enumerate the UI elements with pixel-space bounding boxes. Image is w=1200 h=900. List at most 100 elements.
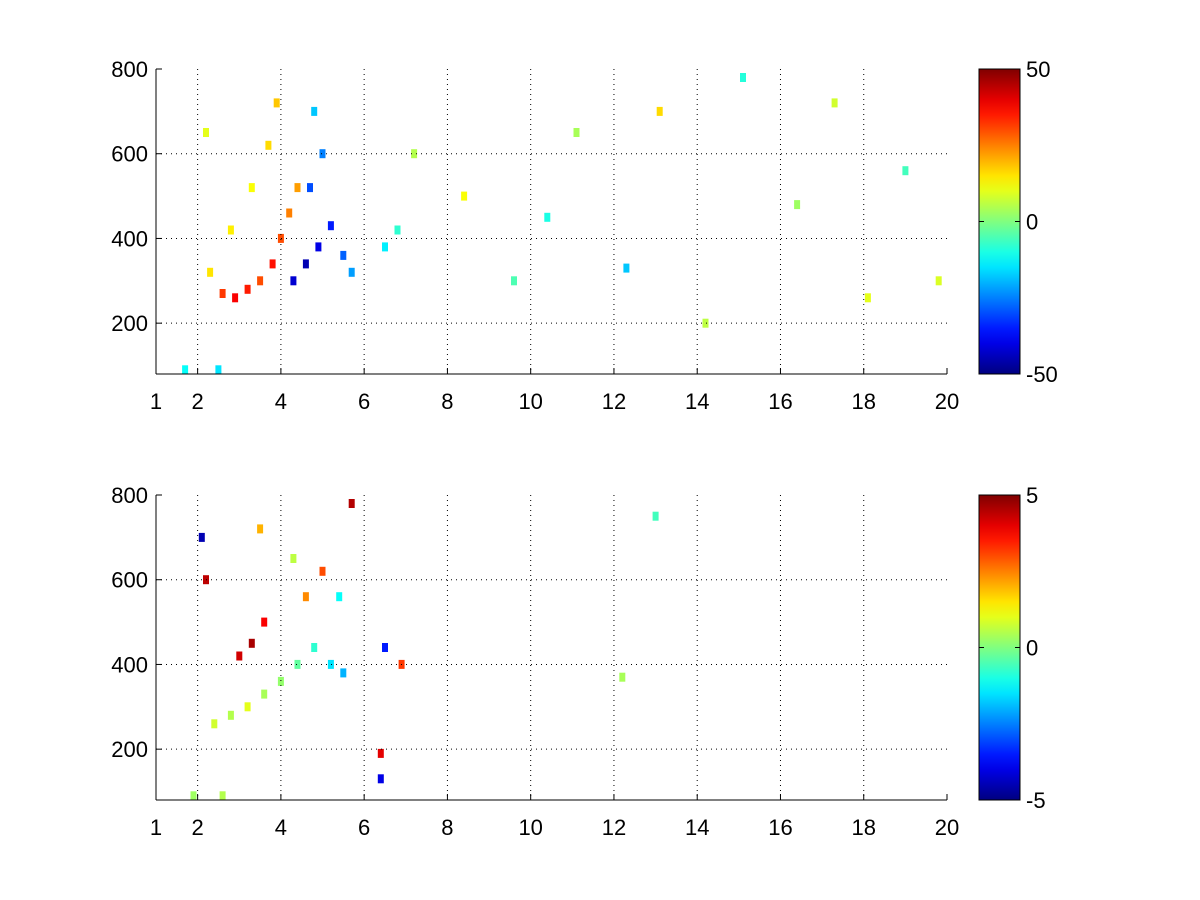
x-tick-label: 8 xyxy=(441,815,453,840)
heatmap-cell xyxy=(207,267,214,277)
heatmap-cell xyxy=(864,293,871,303)
heatmap-cell xyxy=(307,183,313,193)
heatmap-cell xyxy=(656,106,663,116)
heatmap-cell xyxy=(248,183,255,193)
heatmap-cell xyxy=(257,524,264,534)
heatmap-cell xyxy=(702,318,709,328)
heatmap-cell xyxy=(340,250,347,260)
heatmap-cell xyxy=(294,183,301,193)
x-tick-label: 14 xyxy=(685,389,709,414)
heatmap-cell xyxy=(257,276,264,286)
x-tick-label: 1 xyxy=(150,815,162,840)
colorbar-tick-label: -50 xyxy=(1026,362,1058,387)
heatmap-cell xyxy=(340,668,347,678)
heatmap-cell xyxy=(269,259,276,269)
plot-area xyxy=(156,495,947,800)
heatmap-cell xyxy=(461,191,468,201)
heatmap-cell xyxy=(382,643,388,652)
heatmap-cell xyxy=(377,748,384,758)
heatmap-cell xyxy=(248,638,255,648)
heatmap-cell xyxy=(203,128,209,137)
y-tick-label: 600 xyxy=(111,568,148,593)
colorbar-tick-label: 5 xyxy=(1026,483,1038,508)
x-tick-label: 1 xyxy=(150,389,162,414)
x-tick-label: 10 xyxy=(518,389,542,414)
colorbar xyxy=(978,494,1021,801)
y-tick-label: 800 xyxy=(111,57,148,82)
heatmap-cell xyxy=(302,259,309,269)
colorbar-tick-label: -5 xyxy=(1026,788,1046,813)
heatmap-cell xyxy=(190,791,197,801)
x-tick-label: 18 xyxy=(851,389,875,414)
heatmap-cell xyxy=(319,566,326,576)
heatmap-cell xyxy=(544,212,551,222)
heatmap-cell xyxy=(211,719,218,729)
heatmap-cell xyxy=(215,365,222,375)
heatmap-cell xyxy=(244,702,251,712)
heatmap-cell xyxy=(740,73,746,82)
x-tick-label: 14 xyxy=(685,815,709,840)
heatmap-cell xyxy=(831,98,838,108)
heatmap-cell xyxy=(277,676,284,686)
heatmap-cell xyxy=(236,651,243,661)
heatmap-cell xyxy=(198,532,205,542)
x-tick-label: 4 xyxy=(275,815,287,840)
heatmap-cell xyxy=(573,128,580,137)
x-tick-label: 12 xyxy=(602,389,626,414)
heatmap-cell xyxy=(902,166,909,176)
heatmap-cell xyxy=(277,233,284,243)
x-tick-label: 2 xyxy=(192,389,204,414)
x-tick-label: 16 xyxy=(768,389,792,414)
heatmap-cell xyxy=(348,499,355,508)
colorbar-tick-label: 0 xyxy=(1026,210,1038,235)
heatmap-cell xyxy=(652,511,659,521)
heatmap-cell xyxy=(348,267,355,277)
heatmap-cell xyxy=(227,710,234,720)
colorbar-tick-label: 50 xyxy=(1026,57,1050,82)
x-tick-label: 2 xyxy=(192,815,204,840)
heatmap-cell xyxy=(327,221,334,231)
x-tick-label: 16 xyxy=(768,815,792,840)
x-tick-label: 4 xyxy=(275,389,287,414)
x-tick-label: 10 xyxy=(518,815,542,840)
x-tick-label: 6 xyxy=(358,389,370,414)
x-tick-label: 20 xyxy=(935,389,959,414)
heatmap-cell xyxy=(311,643,318,652)
x-tick-label: 8 xyxy=(441,389,453,414)
y-tick-label: 800 xyxy=(111,483,148,508)
heatmap-cell xyxy=(794,200,801,210)
x-tick-label: 12 xyxy=(602,815,626,840)
heatmap-cell xyxy=(219,289,226,298)
plot-area xyxy=(156,69,947,374)
heatmap-cell xyxy=(623,263,630,273)
heatmap-cell xyxy=(219,791,226,801)
heatmap-cell xyxy=(311,106,318,116)
heatmap-cell xyxy=(302,592,309,602)
heatmap-cell xyxy=(294,659,301,669)
heatmap-cell xyxy=(227,225,234,235)
heatmap-cell xyxy=(315,242,322,252)
heatmap-cell xyxy=(935,276,942,286)
heatmap-cell xyxy=(511,276,517,286)
heatmap-cell xyxy=(290,554,297,563)
y-tick-label: 400 xyxy=(111,652,148,677)
heatmap-cell xyxy=(382,242,388,252)
y-tick-label: 200 xyxy=(111,737,148,762)
heatmap-cell xyxy=(394,225,401,235)
heatmap-cell xyxy=(377,774,384,784)
x-tick-label: 6 xyxy=(358,815,370,840)
heatmap-cell xyxy=(261,617,268,627)
heatmap-cell xyxy=(619,672,626,682)
colorbar xyxy=(978,68,1021,375)
heatmap-cell xyxy=(327,659,334,669)
y-tick-label: 400 xyxy=(111,226,148,251)
heatmap-cell xyxy=(411,149,418,159)
heatmap-cell xyxy=(265,140,272,150)
x-tick-label: 18 xyxy=(851,815,875,840)
heatmap-cell xyxy=(290,276,297,286)
x-tick-label: 20 xyxy=(935,815,959,840)
heatmap-cell xyxy=(232,293,239,303)
